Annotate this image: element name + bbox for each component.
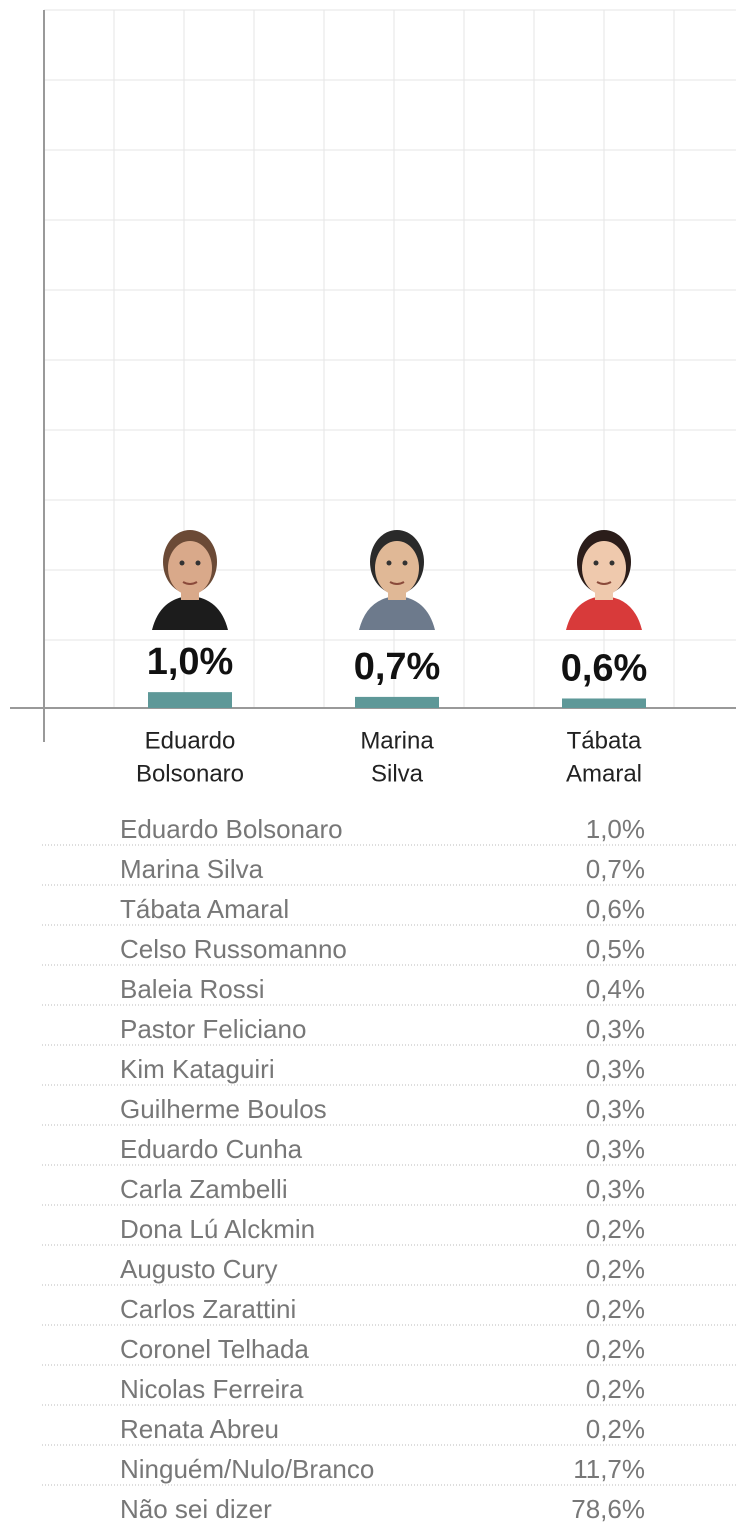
x-tick-label: Bolsonaro: [136, 760, 244, 787]
bar: [148, 692, 232, 708]
value-label: 0,6%: [561, 648, 648, 690]
portrait-face: [582, 541, 626, 595]
row-name: Não sei dizer: [120, 1494, 272, 1522]
row-value: 0,2%: [586, 1214, 645, 1244]
row-name: Dona Lú Alckmin: [120, 1214, 315, 1244]
portrait-eye: [609, 560, 615, 566]
row-name: Tábata Amaral: [120, 894, 289, 924]
row-value: 0,7%: [586, 854, 645, 884]
portrait-face: [375, 541, 419, 595]
row-value: 0,3%: [586, 1174, 645, 1204]
x-tick-label: Tábata: [567, 727, 642, 754]
row-value: 0,3%: [586, 1054, 645, 1084]
portrait-mouth: [596, 581, 612, 585]
row-name: Augusto Cury: [120, 1254, 278, 1284]
portrait-eye: [386, 560, 392, 566]
row-value: 11,7%: [573, 1454, 645, 1484]
row-name: Eduardo Cunha: [120, 1134, 303, 1164]
bar: [355, 696, 439, 708]
row-name: Pastor Feliciano: [120, 1014, 306, 1044]
x-tick-label: Eduardo: [145, 727, 236, 754]
row-value: 0,2%: [586, 1254, 645, 1284]
x-tick-label: Marina: [360, 727, 434, 754]
row-name: Nicolas Ferreira: [120, 1374, 304, 1404]
row-name: Baleia Rossi: [120, 974, 265, 1004]
row-name: Renata Abreu: [120, 1414, 279, 1444]
row-name: Guilherme Boulos: [120, 1094, 327, 1124]
portrait-body: [566, 596, 642, 630]
x-tick-label: Amaral: [566, 760, 642, 787]
portrait-body: [359, 596, 435, 630]
portrait-eye: [402, 560, 408, 566]
row-value: 0,2%: [586, 1334, 645, 1364]
row-value: 0,2%: [586, 1414, 645, 1444]
candidate-portrait: [152, 530, 228, 630]
candidate-portrait: [566, 530, 642, 630]
portrait-eye: [593, 560, 599, 566]
value-label: 0,7%: [354, 646, 441, 688]
row-name: Carlos Zarattini: [120, 1294, 296, 1324]
row-name: Marina Silva: [120, 854, 264, 884]
portrait-eye: [179, 560, 185, 566]
row-value: 78,6%: [571, 1494, 645, 1522]
row-name: Celso Russomanno: [120, 934, 347, 964]
row-value: 1,0%: [586, 814, 645, 844]
bar: [562, 698, 646, 708]
row-value: 0,4%: [586, 974, 645, 1004]
row-value: 0,3%: [586, 1014, 645, 1044]
row-value: 0,3%: [586, 1094, 645, 1124]
x-tick-label: Silva: [371, 760, 424, 787]
portrait-mouth: [182, 581, 198, 585]
row-value: 0,2%: [586, 1374, 645, 1404]
candidate-portrait: [359, 530, 435, 630]
row-name: Eduardo Bolsonaro: [120, 814, 343, 844]
portrait-face: [168, 541, 212, 595]
portrait-eye: [195, 560, 201, 566]
value-label: 1,0%: [147, 641, 234, 683]
row-value: 0,3%: [586, 1134, 645, 1164]
row-value: 0,5%: [586, 934, 645, 964]
row-name: Carla Zambelli: [120, 1174, 288, 1204]
row-name: Coronel Telhada: [120, 1334, 309, 1364]
row-name: Ninguém/Nulo/Branco: [120, 1454, 374, 1484]
row-value: 0,2%: [586, 1294, 645, 1324]
row-value: 0,6%: [586, 894, 645, 924]
row-name: Kim Kataguiri: [120, 1054, 275, 1084]
portrait-mouth: [389, 581, 405, 585]
portrait-body: [152, 596, 228, 630]
